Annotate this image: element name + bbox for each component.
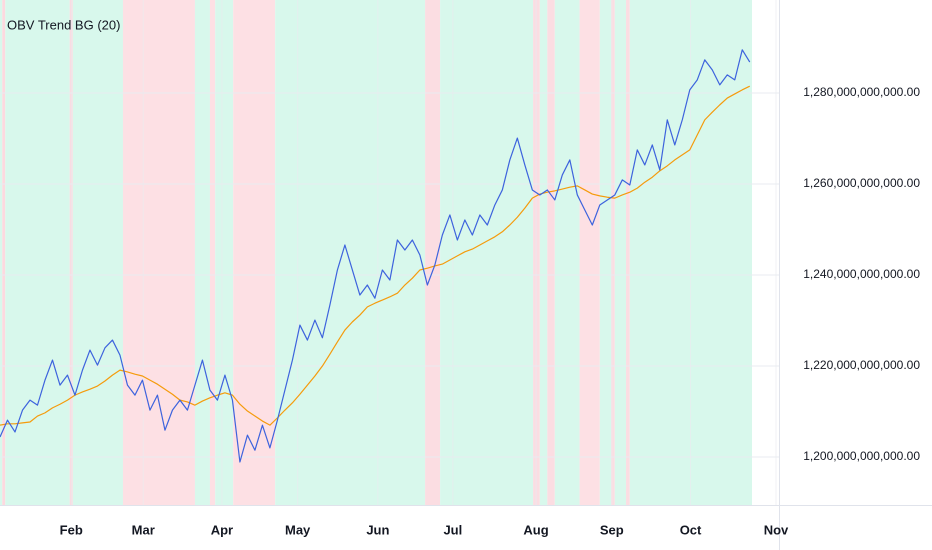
background-band [194, 0, 210, 505]
background-band [425, 0, 441, 505]
grid [0, 0, 779, 505]
background-band [440, 0, 534, 505]
background-band [579, 0, 600, 505]
background-band [275, 0, 426, 505]
x-tick-label: May [285, 522, 311, 537]
x-tick-label: Jun [366, 522, 389, 537]
x-tick-label: Sep [600, 522, 624, 537]
background-band [209, 0, 216, 505]
x-tick-label: Jul [443, 522, 462, 537]
chart-title: OBV Trend BG (20) [7, 17, 120, 32]
background-bands [0, 0, 753, 505]
background-band [554, 0, 580, 505]
background-band [233, 0, 276, 505]
background-band [547, 0, 555, 505]
x-tick-label: Mar [132, 522, 155, 537]
y-tick-label: 1,260,000,000,000.00 [803, 176, 920, 190]
background-band [122, 0, 195, 505]
x-tick-label: Oct [680, 522, 702, 537]
labels: 1,200,000,000,000.00 1,220,000,000,000.00… [60, 85, 921, 537]
background-band [599, 0, 612, 505]
background-band [611, 0, 615, 505]
series-line [0, 49, 751, 463]
series-line [0, 85, 751, 426]
x-tick-label: Feb [60, 522, 83, 537]
x-tick-label: Aug [523, 522, 548, 537]
background-band [5, 0, 70, 505]
x-tick-label: Apr [211, 522, 233, 537]
y-tick-label: 1,200,000,000,000.00 [803, 449, 920, 463]
background-band [626, 0, 630, 505]
background-band [72, 0, 123, 505]
y-tick-label: 1,220,000,000,000.00 [803, 358, 920, 372]
background-band [2, 0, 6, 505]
lines [0, 49, 751, 463]
x-tick-label: Nov [764, 522, 789, 537]
background-band [539, 0, 548, 505]
background-band [215, 0, 234, 505]
background-band [0, 0, 3, 505]
background-band [614, 0, 627, 505]
y-tick-label: 1,240,000,000,000.00 [803, 267, 920, 281]
y-tick-label: 1,280,000,000,000.00 [803, 85, 920, 99]
